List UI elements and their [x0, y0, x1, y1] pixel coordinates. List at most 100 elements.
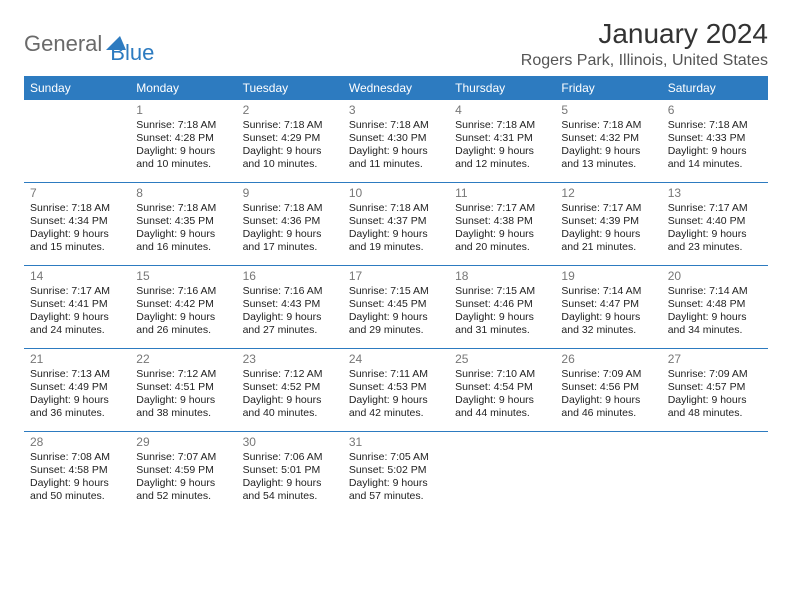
day-detail-line: Daylight: 9 hours and 34 minutes. — [668, 311, 762, 337]
day-detail-line: Daylight: 9 hours and 10 minutes. — [243, 145, 337, 171]
day-cell — [555, 432, 661, 514]
week-row: 7Sunrise: 7:18 AMSunset: 4:34 PMDaylight… — [24, 182, 768, 265]
day-detail-line: Sunrise: 7:18 AM — [243, 119, 337, 132]
day-number: 11 — [455, 186, 549, 200]
day-details: Sunrise: 7:07 AMSunset: 4:59 PMDaylight:… — [136, 451, 230, 504]
day-cell: 28Sunrise: 7:08 AMSunset: 4:58 PMDayligh… — [24, 432, 130, 514]
day-number: 20 — [668, 269, 762, 283]
day-details: Sunrise: 7:14 AMSunset: 4:48 PMDaylight:… — [668, 285, 762, 338]
day-number: 6 — [668, 103, 762, 117]
day-detail-line: Daylight: 9 hours and 24 minutes. — [30, 311, 124, 337]
day-details: Sunrise: 7:16 AMSunset: 4:43 PMDaylight:… — [243, 285, 337, 338]
day-cell: 29 Sunrise: 7:07 AMSunset: 4:59 PMDayligh… — [130, 432, 236, 514]
day-details: Sunrise: 7:18 AMSunset: 4:28 PMDaylight:… — [136, 119, 230, 172]
day-details: Sunrise: 7:17 AMSunset: 4:39 PMDaylight:… — [561, 202, 655, 255]
day-detail-line: Sunset: 4:33 PM — [668, 132, 762, 145]
day-number: 23 — [243, 352, 337, 366]
day-details: Sunrise: 7:06 AMSunset: 5:01 PMDaylight:… — [243, 451, 337, 504]
calendar: SundayMondayTuesdayWednesdayThursdayFrid… — [24, 76, 768, 514]
day-details: Sunrise: 7:11 AMSunset: 4:53 PMDaylight:… — [349, 368, 443, 421]
day-number: 8 — [136, 186, 230, 200]
day-detail-line: Sunset: 5:02 PM — [349, 464, 443, 477]
day-cell: 2Sunrise: 7:18 AMSunset: 4:29 PMDaylight… — [237, 100, 343, 182]
day-detail-line: Daylight: 9 hours and 31 minutes. — [455, 311, 549, 337]
day-detail-line: Sunset: 4:38 PM — [455, 215, 549, 228]
day-detail-line: Sunset: 4:45 PM — [349, 298, 443, 311]
logo: General Blue — [24, 18, 154, 66]
day-detail-line: Daylight: 9 hours and 10 minutes. — [136, 145, 230, 171]
day-number: 27 — [668, 352, 762, 366]
day-detail-line: Sunset: 4:40 PM — [668, 215, 762, 228]
day-detail-line: Daylight: 9 hours and 48 minutes. — [668, 394, 762, 420]
weekday-header: Tuesday — [237, 76, 343, 100]
day-cell: 26Sunrise: 7:09 AMSunset: 4:56 PMDayligh… — [555, 349, 661, 431]
day-cell: 16 Sunrise: 7:16 AMSunset: 4:43 PMDayligh… — [237, 266, 343, 348]
day-detail-line: Sunrise: 7:17 AM — [668, 202, 762, 215]
weekday-header: Wednesday — [343, 76, 449, 100]
day-detail-line: Daylight: 9 hours and 50 minutes. — [30, 477, 124, 503]
day-detail-line: Sunrise: 7:11 AM — [349, 368, 443, 381]
day-detail-line: Sunrise: 7:14 AM — [668, 285, 762, 298]
day-details: Sunrise: 7:08 AMSunset: 4:58 PMDaylight:… — [30, 451, 124, 504]
day-details: Sunrise: 7:14 AMSunset: 4:47 PMDaylight:… — [561, 285, 655, 338]
day-detail-line: Sunrise: 7:10 AM — [455, 368, 549, 381]
day-details: Sunrise: 7:15 AMSunset: 4:46 PMDaylight:… — [455, 285, 549, 338]
day-detail-line: Sunrise: 7:17 AM — [561, 202, 655, 215]
day-cell: 17Sunrise: 7:15 AMSunset: 4:45 PMDayligh… — [343, 266, 449, 348]
day-detail-line: Sunrise: 7:08 AM — [30, 451, 124, 464]
day-detail-line: Sunset: 4:30 PM — [349, 132, 443, 145]
day-cell: 8Sunrise: 7:18 AMSunset: 4:35 PMDaylight… — [130, 183, 236, 265]
day-number: 4 — [455, 103, 549, 117]
day-detail-line: Daylight: 9 hours and 17 minutes. — [243, 228, 337, 254]
day-detail-line: Sunset: 4:48 PM — [668, 298, 762, 311]
day-cell: 7Sunrise: 7:18 AMSunset: 4:34 PMDaylight… — [24, 183, 130, 265]
day-details: Sunrise: 7:18 AMSunset: 4:33 PMDaylight:… — [668, 119, 762, 172]
day-detail-line: Sunset: 4:39 PM — [561, 215, 655, 228]
day-number: 16 — [243, 269, 337, 283]
day-number: 3 — [349, 103, 443, 117]
day-detail-line: Sunset: 4:31 PM — [455, 132, 549, 145]
day-number: 7 — [30, 186, 124, 200]
day-details: Sunrise: 7:16 AMSunset: 4:42 PMDaylight:… — [136, 285, 230, 338]
day-details: Sunrise: 7:17 AMSunset: 4:41 PMDaylight:… — [30, 285, 124, 338]
day-detail-line: Daylight: 9 hours and 13 minutes. — [561, 145, 655, 171]
day-detail-line: Daylight: 9 hours and 21 minutes. — [561, 228, 655, 254]
day-detail-line: Daylight: 9 hours and 42 minutes. — [349, 394, 443, 420]
day-number: 14 — [30, 269, 124, 283]
day-number: 17 — [349, 269, 443, 283]
day-detail-line: Sunrise: 7:18 AM — [349, 202, 443, 215]
day-cell — [449, 432, 555, 514]
day-cell: 10Sunrise: 7:18 AMSunset: 4:37 PMDayligh… — [343, 183, 449, 265]
day-detail-line: Sunset: 4:42 PM — [136, 298, 230, 311]
day-number: 15 — [136, 269, 230, 283]
day-detail-line: Sunset: 5:01 PM — [243, 464, 337, 477]
title-block: January 2024 Rogers Park, Illinois, Unit… — [521, 18, 768, 70]
day-detail-line: Sunset: 4:58 PM — [30, 464, 124, 477]
calendar-body: 1Sunrise: 7:18 AMSunset: 4:28 PMDaylight… — [24, 100, 768, 514]
day-cell: 21Sunrise: 7:13 AMSunset: 4:49 PMDayligh… — [24, 349, 130, 431]
day-detail-line: Daylight: 9 hours and 32 minutes. — [561, 311, 655, 337]
day-number: 13 — [668, 186, 762, 200]
day-detail-line: Sunset: 4:57 PM — [668, 381, 762, 394]
day-detail-line: Sunrise: 7:06 AM — [243, 451, 337, 464]
day-number: 22 — [136, 352, 230, 366]
day-cell: 12Sunrise: 7:17 AMSunset: 4:39 PMDayligh… — [555, 183, 661, 265]
day-number: 1 — [136, 103, 230, 117]
day-detail-line: Sunrise: 7:18 AM — [30, 202, 124, 215]
day-cell: 23Sunrise: 7:12 AMSunset: 4:52 PMDayligh… — [237, 349, 343, 431]
day-detail-line: Sunrise: 7:14 AM — [561, 285, 655, 298]
day-detail-line: Sunset: 4:37 PM — [349, 215, 443, 228]
day-cell: 11Sunrise: 7:17 AMSunset: 4:38 PMDayligh… — [449, 183, 555, 265]
day-cell: 5Sunrise: 7:18 AMSunset: 4:32 PMDaylight… — [555, 100, 661, 182]
day-number: 29 — [136, 435, 230, 449]
day-detail-line: Sunset: 4:28 PM — [136, 132, 230, 145]
day-detail-line: Daylight: 9 hours and 38 minutes. — [136, 394, 230, 420]
day-detail-line: Sunset: 4:54 PM — [455, 381, 549, 394]
day-detail-line: Sunrise: 7:18 AM — [668, 119, 762, 132]
day-detail-line: Daylight: 9 hours and 15 minutes. — [30, 228, 124, 254]
day-cell: 31Sunrise: 7:05 AMSunset: 5:02 PMDayligh… — [343, 432, 449, 514]
day-detail-line: Sunset: 4:49 PM — [30, 381, 124, 394]
week-row: 21Sunrise: 7:13 AMSunset: 4:49 PMDayligh… — [24, 348, 768, 431]
day-detail-line: Sunset: 4:43 PM — [243, 298, 337, 311]
day-cell: 9Sunrise: 7:18 AMSunset: 4:36 PMDaylight… — [237, 183, 343, 265]
